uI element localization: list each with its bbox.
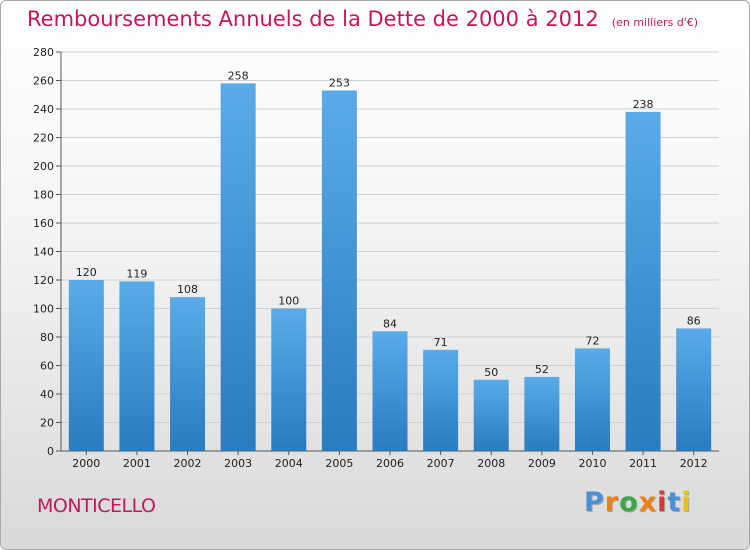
x-tick-label: 2008: [477, 457, 505, 470]
chart-unit-text: (en milliers d'€): [611, 16, 699, 29]
y-tick-label: 20: [40, 417, 54, 430]
bars: [68, 83, 712, 451]
x-tick-label: 2001: [123, 457, 151, 470]
x-tick-label: 2007: [427, 457, 455, 470]
bar-value-label: 86: [687, 314, 701, 327]
x-tick-label: 2010: [578, 457, 606, 470]
y-tick-label: 0: [47, 445, 54, 458]
y-tick-label: 200: [33, 160, 54, 173]
bar-value-label: 108: [177, 283, 198, 296]
bar-value-label: 72: [585, 334, 599, 347]
bar-value-label: 258: [228, 69, 249, 82]
logo-letter: r: [604, 487, 620, 518]
x-tick-label: 2000: [72, 457, 100, 470]
y-tick-label: 60: [40, 360, 54, 373]
logo-letter: t: [667, 487, 682, 518]
x-tick-label: 2003: [224, 457, 252, 470]
bar: [170, 297, 206, 451]
bar-value-label: 253: [329, 76, 350, 89]
proxiti-logo: Proxiti: [584, 487, 692, 518]
logo-letter: x: [638, 487, 658, 518]
bar-value-label: 120: [76, 266, 97, 279]
y-tick-label: 280: [33, 46, 54, 59]
y-tick-label: 260: [33, 75, 54, 88]
y-tick-label: 140: [33, 246, 54, 259]
logo-letter: i: [681, 487, 692, 518]
bar-value-label: 50: [484, 366, 498, 379]
bar: [625, 111, 661, 451]
bar: [321, 90, 357, 451]
x-tick-label: 2012: [680, 457, 708, 470]
bar: [524, 376, 560, 451]
bar: [473, 379, 509, 451]
x-tick-label: 2004: [275, 457, 303, 470]
labels: 0 20 40 60 80 100 120 140 160 180 200 220 240 260 280 1…: [33, 46, 708, 470]
y-tick-label: 100: [33, 303, 54, 316]
bar: [423, 349, 459, 451]
y-tick-label: 40: [40, 388, 54, 401]
x-tick-label: 2009: [528, 457, 556, 470]
bar-value-label: 100: [278, 295, 299, 308]
y-tick-label: 160: [33, 217, 54, 230]
bar-value-label: 52: [535, 363, 549, 376]
y-tick-label: 80: [40, 331, 54, 344]
bar: [372, 331, 408, 451]
commune-name: MONTICELLO: [37, 495, 156, 517]
bar: [220, 83, 256, 451]
x-tick-label: 2006: [376, 457, 404, 470]
bar: [271, 308, 307, 451]
y-tick-label: 240: [33, 103, 54, 116]
bar-value-label: 84: [383, 317, 397, 330]
bar-value-label: 71: [434, 336, 448, 349]
bar: [676, 328, 712, 451]
x-tick-label: 2002: [174, 457, 202, 470]
y-tick-label: 220: [33, 132, 54, 145]
bar-value-label: 119: [126, 267, 147, 280]
chart-title-text: Remboursements Annuels de la Dette de 20…: [27, 7, 599, 31]
x-tick-label: 2011: [629, 457, 657, 470]
logo-letter: i: [657, 487, 668, 518]
bar: [119, 281, 155, 451]
x-tick-label: 2005: [325, 457, 353, 470]
bar: [68, 280, 104, 451]
logo-letter: o: [619, 487, 639, 518]
chart-title: Remboursements Annuels de la Dette de 20…: [27, 7, 698, 31]
y-tick-label: 120: [33, 274, 54, 287]
bar-value-label: 238: [633, 98, 654, 111]
logo-letter: P: [584, 487, 605, 518]
bar: [574, 348, 610, 451]
y-tick-label: 180: [33, 189, 54, 202]
